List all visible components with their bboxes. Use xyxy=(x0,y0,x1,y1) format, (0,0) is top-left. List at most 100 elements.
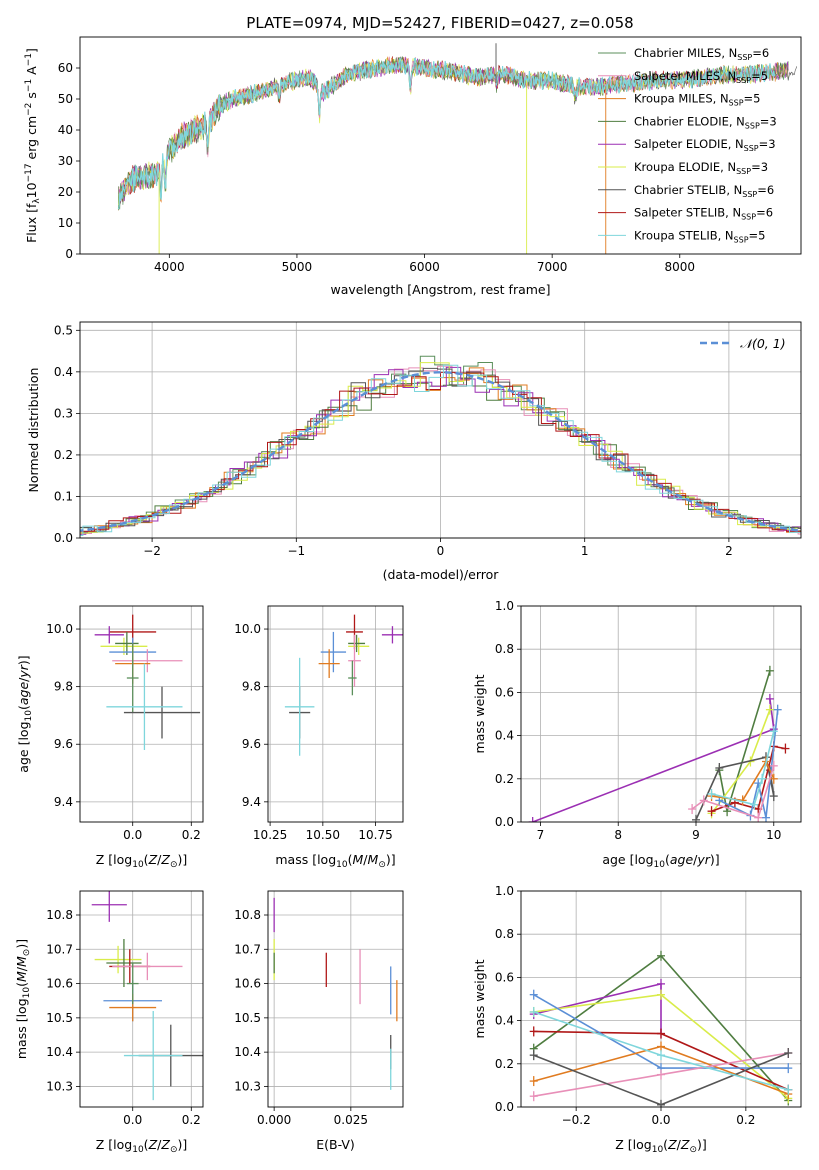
y-tick-label: 0.0 xyxy=(54,531,73,545)
y-tick-label: 10.6 xyxy=(234,977,261,991)
age-vs-mass-panel: 10.25 10.50 10.75 9.4 9.6 9.8 10.0 mass [log10(… xyxy=(234,605,404,870)
y-tick-label: 0.4 xyxy=(495,729,514,743)
y-tick-label: 10.0 xyxy=(46,622,73,636)
axes-frame xyxy=(520,605,802,823)
residuals-panel: −2 −1 0 1 2 0.0 0.1 0.2 0.3 0.4 0.5 (data-model)/er… xyxy=(26,321,802,582)
y-tick-label: 10.8 xyxy=(234,908,261,922)
y-tick-label: 0.8 xyxy=(495,927,514,941)
legend-label: Chabrier MILES, NSSP=6 xyxy=(634,46,769,62)
x-axis-label: Z [log10(Z/Z⊙)] xyxy=(96,1137,188,1155)
x-tick-label: −0.2 xyxy=(562,1113,591,1127)
spectrum-panel: 4000 5000 6000 7000 8000 0 10 20 30 40 50 60 wavelen… xyxy=(24,36,802,297)
legend-label: Kroupa ELODIE, NSSP=3 xyxy=(634,160,768,176)
y-tick-label: 10 xyxy=(58,216,73,230)
x-tick-label: 5000 xyxy=(282,260,313,274)
legend-label: Salpeter ELODIE, NSSP=3 xyxy=(634,137,776,153)
y-tick-label: 9.8 xyxy=(242,680,261,694)
x-tick-label: 0.0 xyxy=(123,828,142,842)
x-tick-label: 8000 xyxy=(664,260,695,274)
y-tick-label: 0.6 xyxy=(495,970,514,984)
errorbar-point xyxy=(112,649,183,673)
y-tick-label: 0.3 xyxy=(54,406,73,420)
errorbars xyxy=(94,614,201,750)
spectrum-legend: Chabrier MILES, NSSP=6 Salpeter MILES, NS… xyxy=(598,46,777,244)
y-tick-label: 10.5 xyxy=(46,1011,73,1025)
y-tick-label: 9.6 xyxy=(54,737,73,751)
legend-label: Salpeter STELIB, NSSP=6 xyxy=(634,206,773,222)
x-tick-label: 0.025 xyxy=(334,1113,368,1127)
axes-frame xyxy=(79,36,802,255)
age-vs-Z-panel: 0.0 0.2 9.4 9.6 9.8 10.0 Z [log10(Z/Z⊙)] age [l… xyxy=(16,605,204,870)
y-tick-label: 10.3 xyxy=(234,1079,261,1093)
errorbar-point xyxy=(348,634,366,653)
legend-label: 𝒩(0, 1) xyxy=(740,336,786,351)
weight-series xyxy=(529,950,793,1107)
legend-label: Chabrier ELODIE, NSSP=3 xyxy=(634,114,777,130)
x-tick-label: 9 xyxy=(692,828,700,842)
x-axis-label: (data-model)/error xyxy=(383,567,500,582)
y-tick-label: 0 xyxy=(65,247,73,261)
errorbar-point xyxy=(318,649,340,678)
legend-label: Salpeter MILES, NSSP=5 xyxy=(634,69,768,85)
y-tick-label: 0.4 xyxy=(54,365,73,379)
y-tick-label: 0.2 xyxy=(495,772,514,786)
x-tick-label: 10.75 xyxy=(358,828,392,842)
y-tick-label: 10.8 xyxy=(46,908,73,922)
legend-label: Kroupa MILES, NSSP=5 xyxy=(634,92,760,108)
y-tick-label: 0.1 xyxy=(54,489,73,503)
y-tick-label: 0.8 xyxy=(495,642,514,656)
normal-curve xyxy=(80,371,801,532)
x-tick-label: 6000 xyxy=(409,260,440,274)
mass-vs-Z-panel: 0.0 0.2 10.3 10.4 10.5 10.6 10.7 10.8 Z [log10(Z… xyxy=(14,890,204,1155)
errorbars xyxy=(91,891,203,1101)
errorbar-point xyxy=(115,631,139,655)
errorbar-point xyxy=(320,631,347,673)
y-axis-label: Normed distribution xyxy=(26,368,41,493)
axes-frame xyxy=(267,605,404,823)
errorbar-point xyxy=(94,626,124,644)
errorbar-point xyxy=(126,963,139,1005)
x-axis-label: E(B-V) xyxy=(316,1137,355,1152)
x-tick-label: 10.25 xyxy=(253,828,287,842)
y-tick-label: 50 xyxy=(58,92,73,106)
x-tick-label: −2 xyxy=(143,544,161,558)
mass-vs-ebv-panel: 0.000 0.025 10.3 10.4 10.5 10.6 10.7 10.8 E(B-V) xyxy=(234,890,404,1152)
x-tick-label: 7000 xyxy=(537,260,568,274)
legend-label: Kroupa STELIB, NSSP=5 xyxy=(634,228,765,244)
errorbar-point xyxy=(112,952,183,981)
axes-frame xyxy=(79,605,204,823)
histogram-series xyxy=(80,367,801,532)
x-tick-label: 1 xyxy=(581,544,589,558)
errorbar-point xyxy=(348,637,370,655)
spectrum-series xyxy=(117,57,776,210)
x-tick-label: 0.2 xyxy=(182,828,201,842)
legend-label: Chabrier STELIB, NSSP=6 xyxy=(634,183,774,199)
y-tick-label: 10.0 xyxy=(234,622,261,636)
x-axis-label: Z [log10(Z/Z⊙)] xyxy=(96,852,188,870)
y-tick-label: 9.6 xyxy=(242,737,261,751)
axes-frame xyxy=(79,321,802,539)
y-tick-label: 30 xyxy=(58,154,73,168)
errorbar-point xyxy=(106,939,142,987)
y-tick-label: 10.5 xyxy=(234,1011,261,1025)
y-tick-label: 0.4 xyxy=(495,1014,514,1028)
y-tick-label: 1.0 xyxy=(495,599,514,613)
errorbars xyxy=(273,897,398,1090)
histogram-series xyxy=(80,377,801,534)
y-tick-label: 10.4 xyxy=(46,1045,73,1059)
y-tick-label: 10.7 xyxy=(234,942,261,956)
weight-line xyxy=(691,765,775,819)
y-tick-label: 60 xyxy=(58,61,73,75)
x-tick-label: 10 xyxy=(766,828,781,842)
x-tick-label: 8 xyxy=(614,828,622,842)
x-tick-label: 0.0 xyxy=(123,1113,142,1127)
errorbar-point xyxy=(381,626,403,644)
errorbar-point xyxy=(126,643,139,713)
y-axis-label: age [log10(age/yr)] xyxy=(16,655,34,772)
x-tick-label: 0.0 xyxy=(651,1113,670,1127)
x-axis-label: age [log10(age/yr)] xyxy=(602,852,719,870)
x-tick-label: −1 xyxy=(287,544,305,558)
y-tick-label: 10.6 xyxy=(46,977,73,991)
errorbars xyxy=(284,614,403,756)
y-tick-label: 10.4 xyxy=(234,1045,261,1059)
